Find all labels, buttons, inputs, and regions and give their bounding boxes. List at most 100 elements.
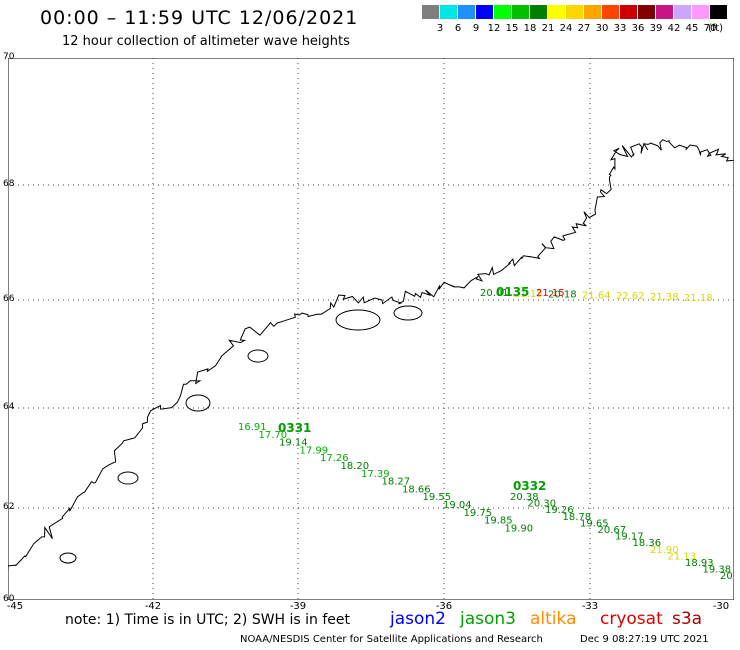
colorbar-label: 21 xyxy=(541,23,555,34)
longitude-label: -30 xyxy=(712,601,730,612)
pass-number-label: 0331 xyxy=(278,421,311,435)
latitude-label: 68 xyxy=(3,179,15,189)
colorbar-label: 18 xyxy=(523,23,537,34)
map-frame xyxy=(8,58,734,600)
wave-height-value: 19.65 xyxy=(580,518,609,529)
colorbar-label: 33 xyxy=(613,23,627,34)
wave-height-value: 21.18 xyxy=(684,293,713,304)
legend-jason2: jason2 xyxy=(390,609,446,629)
wave-height-value: 19.85 xyxy=(484,516,513,527)
wave-height-value: 20.01 xyxy=(480,288,509,299)
longitude-label: -39 xyxy=(289,601,307,612)
wave-height-value: 18.78 xyxy=(563,512,592,523)
colorbar-label: 39 xyxy=(649,23,663,34)
wave-height-value: 20.48 xyxy=(720,571,734,582)
wave-height-value: 22.62 xyxy=(616,291,645,302)
colorbar-swatch xyxy=(422,5,440,19)
wave-height-value: 17.99 xyxy=(300,445,329,456)
wave-height-value: 21.15 xyxy=(514,289,543,300)
colorbar-label: 9 xyxy=(472,23,480,34)
island-outline xyxy=(247,349,269,363)
wave-height-value: 19.26 xyxy=(545,505,574,516)
legend-cryosat: cryosat xyxy=(600,609,663,629)
colorbar-swatch xyxy=(530,5,548,19)
footer-credit: NOAA/NESDIS Center for Satellite Applica… xyxy=(240,634,543,645)
wave-height-value: 20.38 xyxy=(510,492,539,503)
wave-height-value: 16.91 xyxy=(238,422,267,433)
colorbar-swatch xyxy=(476,5,494,19)
latitude-label: 70 xyxy=(3,52,15,62)
wave-height-value: 19.90 xyxy=(505,523,534,534)
wave-height-value: 21.64 xyxy=(582,290,611,301)
colorbar-swatch xyxy=(512,5,530,19)
wave-height-value: 21.15 xyxy=(536,288,565,299)
legend-altika: altika xyxy=(530,609,577,629)
wave-height-value: 21.13 xyxy=(668,551,697,562)
colorbar-label: 3 xyxy=(436,23,444,34)
latitude-label: 66 xyxy=(3,294,15,304)
wave-height-value: 17.39 xyxy=(361,469,390,480)
latitude-label: 60 xyxy=(3,594,15,604)
longitude-label: -45 xyxy=(6,601,24,612)
latitude-label: 64 xyxy=(3,402,15,412)
greenland-coastline xyxy=(8,139,734,574)
colorbar-label: 27 xyxy=(577,23,591,34)
wave-height-value: 20.18 xyxy=(548,290,577,301)
colorbar-swatch xyxy=(494,5,512,19)
legend-s3a: s3a xyxy=(672,609,703,629)
island-outline xyxy=(393,305,423,321)
wave-height-value: 21.38 xyxy=(650,292,679,303)
units-note: note: 1) Time is in UTC; 2) SWH is in fe… xyxy=(65,612,351,628)
pass-number-label: 0332 xyxy=(513,479,546,493)
colorbar-swatch xyxy=(566,5,584,19)
altimeter-tracks: 16.9117.7019.1417.9917.2618.2017.3918.27… xyxy=(238,285,734,582)
island-outline xyxy=(335,309,381,331)
map-panel: 16.9117.7019.1417.9917.2618.2017.3918.27… xyxy=(8,58,734,600)
map-subtitle: 12 hour collection of altimeter wave hei… xyxy=(62,34,350,49)
longitude-label: -33 xyxy=(581,601,599,612)
pass-number-label: 0135 xyxy=(496,285,529,299)
latitude-label: 62 xyxy=(3,502,15,512)
wave-height-value: 20.67 xyxy=(598,525,627,536)
wave-height-value: 19.55 xyxy=(423,492,452,503)
colorbar-swatch xyxy=(440,5,458,19)
colorbar-swatch xyxy=(692,5,710,19)
colorbar-swatch xyxy=(602,5,620,19)
longitude-label: -42 xyxy=(144,601,162,612)
wave-height-value: 21.90 xyxy=(650,545,679,556)
graticule xyxy=(8,58,734,600)
wave-height-value: 19.75 xyxy=(464,508,493,519)
wave-height-value: 18.27 xyxy=(382,477,411,488)
wave-height-value: 17.26 xyxy=(320,453,349,464)
wave-height-value: 18.20 xyxy=(341,461,370,472)
colorbar-swatch xyxy=(710,5,728,19)
wave-height-value: 19.14 xyxy=(279,438,308,449)
colorbar-label: 12 xyxy=(487,23,501,34)
wave-height-value: 19.04 xyxy=(443,500,472,511)
colorbar-label: 24 xyxy=(559,23,573,34)
legend-jason3: jason3 xyxy=(460,609,516,629)
colorbar-label: 30 xyxy=(595,23,609,34)
wave-height-value: 18.36 xyxy=(633,538,662,549)
island-outline xyxy=(185,394,211,412)
colorbar-swatch xyxy=(638,5,656,19)
colorbar-label: 45 xyxy=(685,23,699,34)
coastline-path xyxy=(8,139,734,574)
colorbar-swatch xyxy=(584,5,602,19)
colorbar-swatch xyxy=(656,5,674,19)
wave-height-value: 18.66 xyxy=(402,484,431,495)
longitude-label: -36 xyxy=(435,601,453,612)
colorbar-label: 42 xyxy=(667,23,681,34)
map-title: 00:00 – 11:59 UTC 12/06/2021 xyxy=(40,7,359,29)
colorbar-unit: (ft) xyxy=(708,23,724,34)
colorbar-swatch xyxy=(548,5,566,19)
colorbar-label: 15 xyxy=(505,23,519,34)
wave-height-value: 17.70 xyxy=(259,430,288,441)
colorbar-label: 36 xyxy=(631,23,645,34)
island-outline xyxy=(117,471,139,485)
wave-height-value: 18.93 xyxy=(685,558,714,569)
colorbar-swatch xyxy=(620,5,638,19)
footer-timestamp: Dec 9 08:27:19 UTC 2021 xyxy=(580,634,709,645)
wave-height-value: 20.30 xyxy=(528,499,557,510)
